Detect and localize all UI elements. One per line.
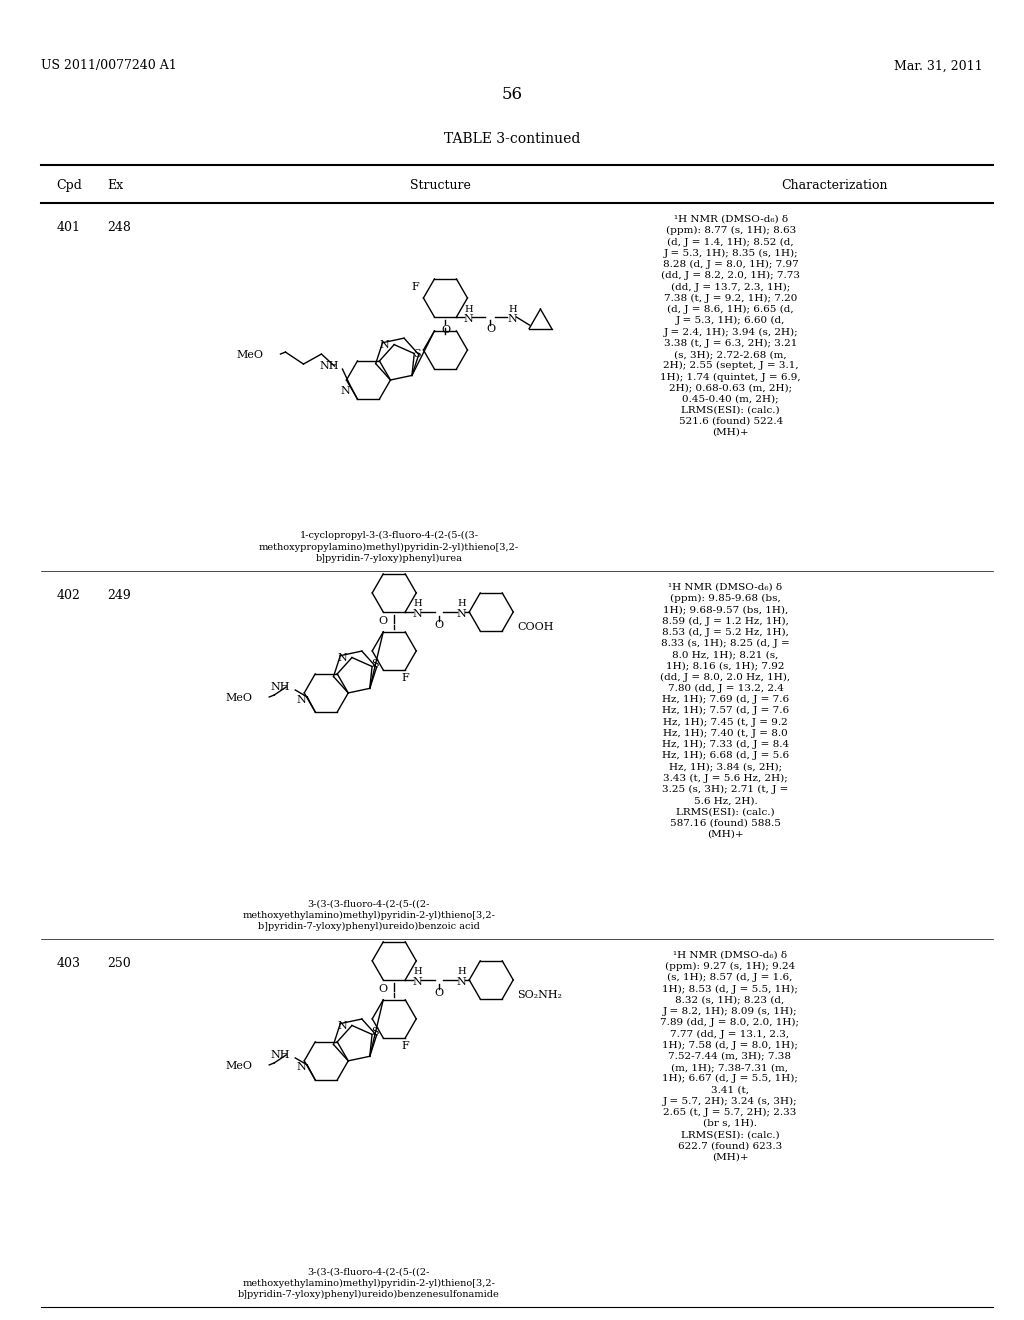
Text: N: N xyxy=(296,1063,306,1072)
Text: Mar. 31, 2011: Mar. 31, 2011 xyxy=(894,59,983,73)
Text: O: O xyxy=(378,983,387,994)
Text: ¹H NMR (DMSO-d₆) δ
(ppm): 8.77 (s, 1H); 8.63
(d, J = 1.4, 1H); 8.52 (d,
J = 5.3,: ¹H NMR (DMSO-d₆) δ (ppm): 8.77 (s, 1H); … xyxy=(660,215,801,437)
Text: 402: 402 xyxy=(56,589,80,602)
Text: N: N xyxy=(340,385,350,396)
Text: O: O xyxy=(378,616,387,626)
Text: H: H xyxy=(508,305,517,314)
Text: N: N xyxy=(338,652,347,663)
Text: US 2011/0077240 A1: US 2011/0077240 A1 xyxy=(41,59,177,73)
Text: O: O xyxy=(434,620,443,630)
Text: N: N xyxy=(338,1020,347,1031)
Text: NH: NH xyxy=(270,682,290,692)
Text: 249: 249 xyxy=(108,589,131,602)
Text: 1-cyclopropyl-3-(3-fluoro-4-(2-(5-((3-
methoxypropylamino)methyl)pyridin-2-yl)th: 1-cyclopropyl-3-(3-fluoro-4-(2-(5-((3- m… xyxy=(259,531,519,562)
Text: Structure: Structure xyxy=(410,180,471,191)
Text: H: H xyxy=(457,968,466,977)
Text: NH: NH xyxy=(319,362,339,371)
Text: N: N xyxy=(457,977,466,987)
Text: MeO: MeO xyxy=(225,1061,252,1071)
Text: 3-(3-(3-fluoro-4-(2-(5-((2-
methoxyethylamino)methyl)pyridin-2-yl)thieno[3,2-
b]: 3-(3-(3-fluoro-4-(2-(5-((2- methoxyethyl… xyxy=(238,1267,500,1299)
Text: H: H xyxy=(413,968,422,977)
Text: F: F xyxy=(412,282,419,292)
Text: S: S xyxy=(414,348,421,359)
Text: 248: 248 xyxy=(108,220,131,234)
Text: O: O xyxy=(441,325,450,335)
Text: ¹H NMR (DMSO-d₆) δ
(ppm): 9.85-9.68 (bs,
1H); 9.68-9.57 (bs, 1H),
8.59 (d, J = 1: ¹H NMR (DMSO-d₆) δ (ppm): 9.85-9.68 (bs,… xyxy=(660,583,791,838)
Text: N: N xyxy=(457,609,466,619)
Text: 3-(3-(3-fluoro-4-(2-(5-((2-
methoxyethylamino)methyl)pyridin-2-yl)thieno[3,2-
b]: 3-(3-(3-fluoro-4-(2-(5-((2- methoxyethyl… xyxy=(243,899,495,931)
Text: H: H xyxy=(413,599,422,609)
Text: O: O xyxy=(434,987,443,998)
Text: 403: 403 xyxy=(56,957,80,970)
Text: ¹H NMR (DMSO-d₆) δ
(ppm): 9.27 (s, 1H); 9.24
(s, 1H); 8.57 (d, J = 1.6,
1H); 8.5: ¹H NMR (DMSO-d₆) δ (ppm): 9.27 (s, 1H); … xyxy=(660,950,800,1162)
Text: Cpd: Cpd xyxy=(56,180,82,191)
Text: N: N xyxy=(508,314,517,323)
Text: S: S xyxy=(372,660,379,669)
Text: N: N xyxy=(413,977,422,987)
Text: H: H xyxy=(457,599,466,609)
Text: F: F xyxy=(401,673,410,682)
Text: N: N xyxy=(296,694,306,705)
Text: SO₂NH₂: SO₂NH₂ xyxy=(517,990,562,1001)
Text: N: N xyxy=(413,609,422,619)
Text: N: N xyxy=(464,314,473,323)
Text: MeO: MeO xyxy=(225,693,252,704)
Text: Ex: Ex xyxy=(108,180,124,191)
Text: F: F xyxy=(401,1041,410,1051)
Text: O: O xyxy=(485,323,495,334)
Text: 250: 250 xyxy=(108,957,131,970)
Text: N: N xyxy=(380,339,389,350)
Text: TABLE 3-continued: TABLE 3-continued xyxy=(443,132,581,147)
Text: S: S xyxy=(372,1027,379,1038)
Text: Characterization: Characterization xyxy=(781,180,888,191)
Text: H: H xyxy=(464,305,473,314)
Text: 401: 401 xyxy=(56,220,80,234)
Text: COOH: COOH xyxy=(517,622,554,632)
Text: 56: 56 xyxy=(502,86,522,103)
Text: NH: NH xyxy=(270,1049,290,1060)
Text: MeO: MeO xyxy=(237,350,263,360)
